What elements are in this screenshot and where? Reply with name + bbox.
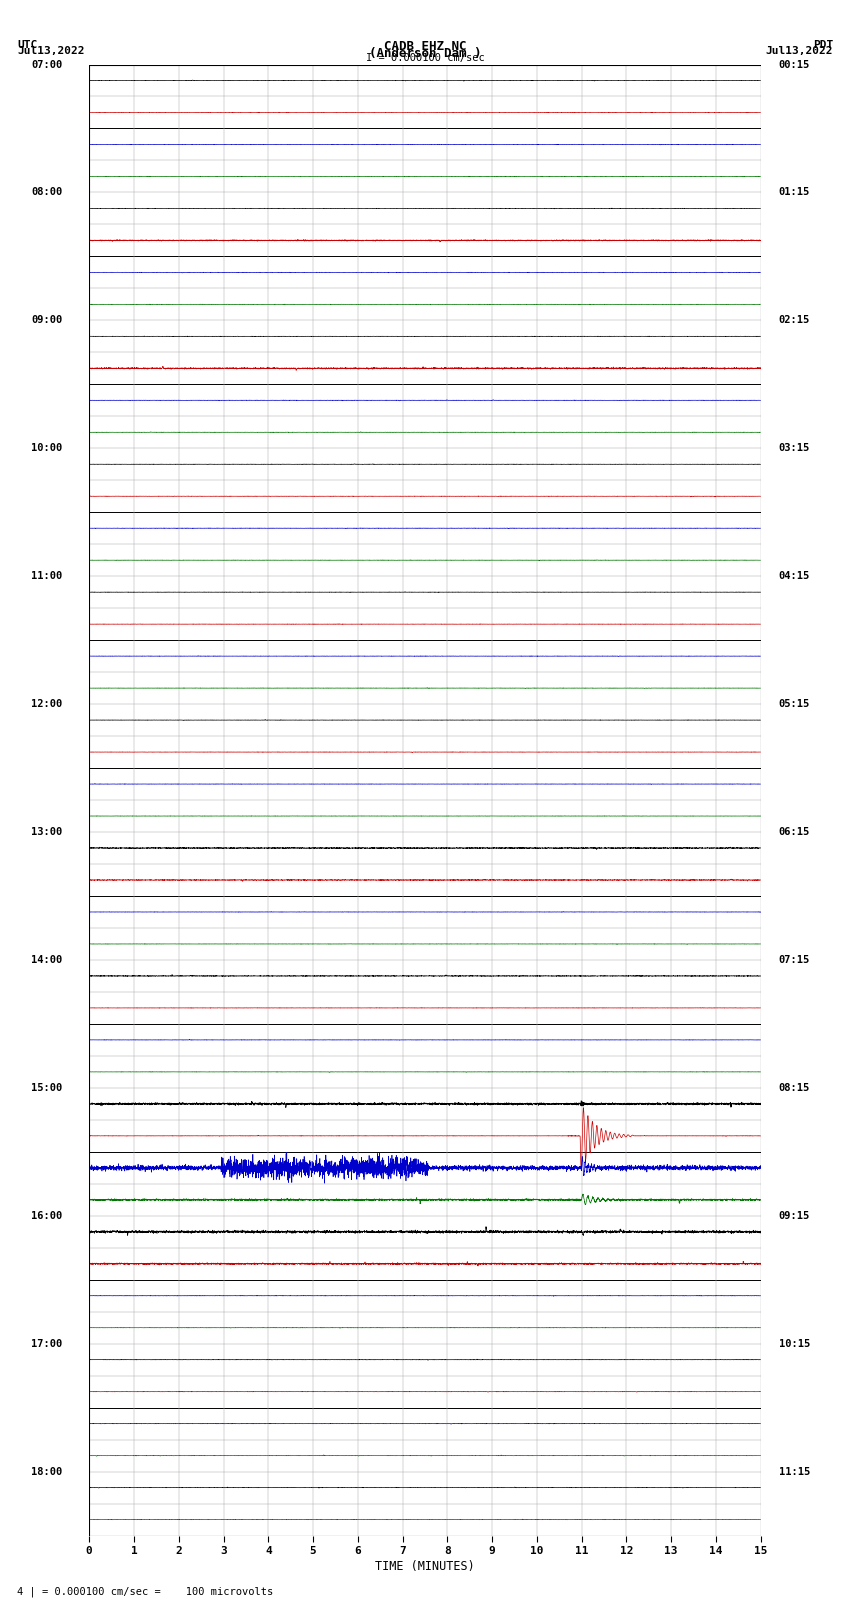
- Text: 09:15: 09:15: [779, 1211, 810, 1221]
- Text: 06:15: 06:15: [779, 827, 810, 837]
- Text: 00:15: 00:15: [779, 60, 810, 69]
- Text: 10:15: 10:15: [779, 1339, 810, 1348]
- Text: 08:15: 08:15: [779, 1082, 810, 1094]
- Text: 12:00: 12:00: [31, 698, 62, 710]
- Text: Jul13,2022: Jul13,2022: [17, 47, 84, 56]
- Text: I = 0.000100 cm/sec: I = 0.000100 cm/sec: [366, 53, 484, 63]
- Text: 08:00: 08:00: [31, 187, 62, 197]
- Text: 07:00: 07:00: [31, 60, 62, 69]
- Text: UTC: UTC: [17, 39, 37, 50]
- Text: 09:00: 09:00: [31, 316, 62, 326]
- Text: 18:00: 18:00: [31, 1466, 62, 1476]
- Text: 02:15: 02:15: [779, 316, 810, 326]
- Text: 10:00: 10:00: [31, 444, 62, 453]
- Text: 4 | = 0.000100 cm/sec =    100 microvolts: 4 | = 0.000100 cm/sec = 100 microvolts: [17, 1586, 273, 1597]
- Text: 15:00: 15:00: [31, 1082, 62, 1094]
- Text: 05:15: 05:15: [779, 698, 810, 710]
- Text: PDT: PDT: [813, 39, 833, 50]
- Text: 16:00: 16:00: [31, 1211, 62, 1221]
- Text: 01:15: 01:15: [779, 187, 810, 197]
- Text: 03:15: 03:15: [779, 444, 810, 453]
- Text: 11:00: 11:00: [31, 571, 62, 581]
- Text: CADB EHZ NC: CADB EHZ NC: [383, 39, 467, 53]
- Text: 07:15: 07:15: [779, 955, 810, 965]
- Text: 13:00: 13:00: [31, 827, 62, 837]
- Text: (Anderson Dam ): (Anderson Dam ): [369, 47, 481, 60]
- Text: 04:15: 04:15: [779, 571, 810, 581]
- Text: 11:15: 11:15: [779, 1466, 810, 1476]
- X-axis label: TIME (MINUTES): TIME (MINUTES): [375, 1560, 475, 1573]
- Text: 14:00: 14:00: [31, 955, 62, 965]
- Text: Jul13,2022: Jul13,2022: [766, 47, 833, 56]
- Text: 17:00: 17:00: [31, 1339, 62, 1348]
